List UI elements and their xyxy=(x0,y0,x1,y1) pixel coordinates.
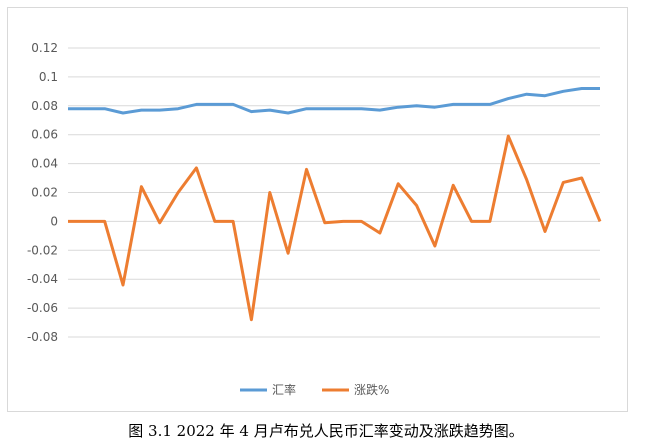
y-tick-label: 0.04 xyxy=(31,157,58,171)
y-tick-label: 0.1 xyxy=(39,70,58,84)
y-tick-label: 0.12 xyxy=(31,41,58,55)
y-tick-label: -0.08 xyxy=(27,330,58,344)
y-tick-label: 0 xyxy=(50,214,58,228)
legend-label-exchange-rate: 汇率 xyxy=(272,382,296,397)
legend-label-change-pct: 涨跌% xyxy=(354,382,389,397)
gridlines xyxy=(68,47,600,338)
y-tick-label: 0.08 xyxy=(31,99,58,113)
y-tick-label: 0.06 xyxy=(31,128,58,142)
figure-caption: 图 3.1 2022 年 4 月卢布兑人民币汇率变动及涨跌趋势图。 xyxy=(128,422,524,440)
series-lines xyxy=(68,87,602,322)
y-tick-label: -0.06 xyxy=(27,301,58,315)
legend: 汇率 涨跌% xyxy=(240,382,389,397)
series-line-exchange-rate xyxy=(68,87,600,115)
chart-frame xyxy=(7,7,628,412)
y-axis-ticks: 0.12 0.1 0.08 0.06 0.04 0.02 0 -0.02 -0.04 -0.06 -… xyxy=(27,41,58,344)
series-line-change-pct xyxy=(68,134,602,322)
y-tick-label: 0.02 xyxy=(31,186,58,200)
y-tick-label: -0.04 xyxy=(27,272,58,286)
y-tick-label: -0.02 xyxy=(27,243,58,257)
